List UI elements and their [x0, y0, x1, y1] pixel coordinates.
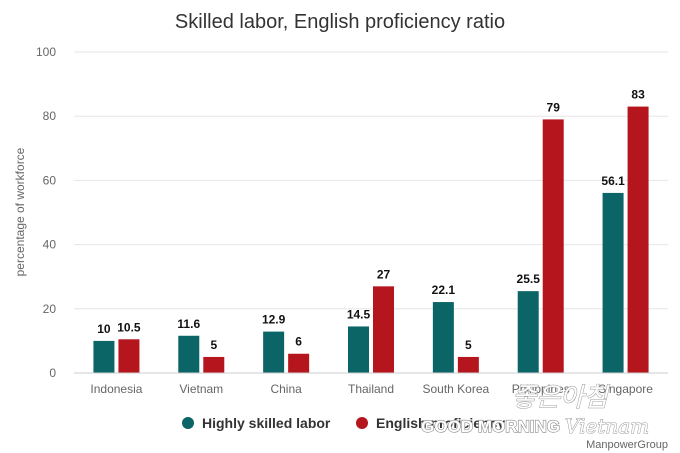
legend: Highly skilled labor English proficiency [182, 415, 505, 431]
watermark-source: ManpowerGroup [586, 439, 668, 451]
legend-marker [356, 417, 368, 429]
chart-title: Skilled labor, English proficiency ratio [175, 11, 505, 33]
x-tick-label: Indonesia [90, 382, 142, 396]
bar-english-proficiency [288, 353, 310, 373]
data-label: 79 [547, 100, 561, 114]
bar-skilled-labor [348, 326, 369, 373]
bar-skilled-labor [602, 192, 624, 373]
x-tick-label: Thailand [348, 382, 394, 396]
bar-english-proficiency [542, 119, 564, 373]
data-label: 10 [97, 322, 111, 336]
data-label: 27 [377, 267, 391, 281]
watermark: 좋은아침 GOOD MORNING Vietnam ManpowerGroup [421, 383, 668, 452]
legend-marker [182, 417, 194, 429]
y-tick-label: 60 [43, 173, 57, 187]
legend-label: English proficiency [376, 415, 505, 431]
data-label: 10.5 [117, 320, 141, 334]
data-label: 5 [465, 338, 472, 352]
legend-label: Highly skilled labor [202, 415, 331, 431]
bar-english-proficiency [373, 286, 394, 373]
bar-skilled-labor [432, 302, 454, 373]
x-tick-label: Philippines [512, 382, 570, 396]
data-label: 22.1 [432, 283, 456, 297]
bar-skilled-labor [178, 335, 200, 373]
y-axis-ticks: 0 20 40 60 80 100 [36, 45, 56, 380]
bar-skilled-labor [263, 331, 285, 373]
y-tick-label: 100 [36, 45, 56, 59]
x-tick-label: China [270, 382, 302, 396]
x-axis-ticks: Indonesia Vietnam China Thailand South Korea… [90, 382, 653, 396]
data-label: 56.1 [601, 174, 625, 188]
bar-english-proficiency [118, 339, 140, 373]
x-tick-label: Singapore [598, 382, 653, 396]
data-label: 14.5 [347, 307, 371, 321]
x-tick-label: South Korea [422, 382, 489, 396]
watermark-script: 좋은아침 [512, 383, 610, 413]
data-label: 83 [631, 88, 645, 102]
bars: 10 10.5 11.6 5 12.9 6 14.5 27 22.1 5 25.5 79 56.1 83 [93, 88, 649, 373]
bar-english-proficiency [457, 356, 479, 373]
bar-skilled-labor [93, 340, 115, 373]
y-axis-label: percentage of workforce [13, 147, 27, 276]
watermark-main: GOOD MORNING [421, 417, 560, 436]
x-tick-label: Vietnam [179, 382, 223, 396]
data-label: 5 [210, 338, 217, 352]
bar-english-proficiency [627, 106, 649, 373]
data-label: 12.9 [262, 313, 286, 327]
watermark-accent: Vietnam [565, 414, 649, 438]
bar-english-proficiency [203, 356, 225, 373]
y-tick-label: 40 [43, 238, 57, 252]
gridlines [74, 51, 668, 310]
data-label: 25.5 [517, 272, 541, 286]
bar-skilled-labor [517, 291, 539, 373]
y-tick-label: 0 [49, 366, 56, 380]
y-tick-label: 80 [43, 109, 57, 123]
y-tick-label: 20 [43, 302, 57, 316]
data-label: 11.6 [177, 317, 200, 331]
data-label: 6 [295, 335, 302, 349]
